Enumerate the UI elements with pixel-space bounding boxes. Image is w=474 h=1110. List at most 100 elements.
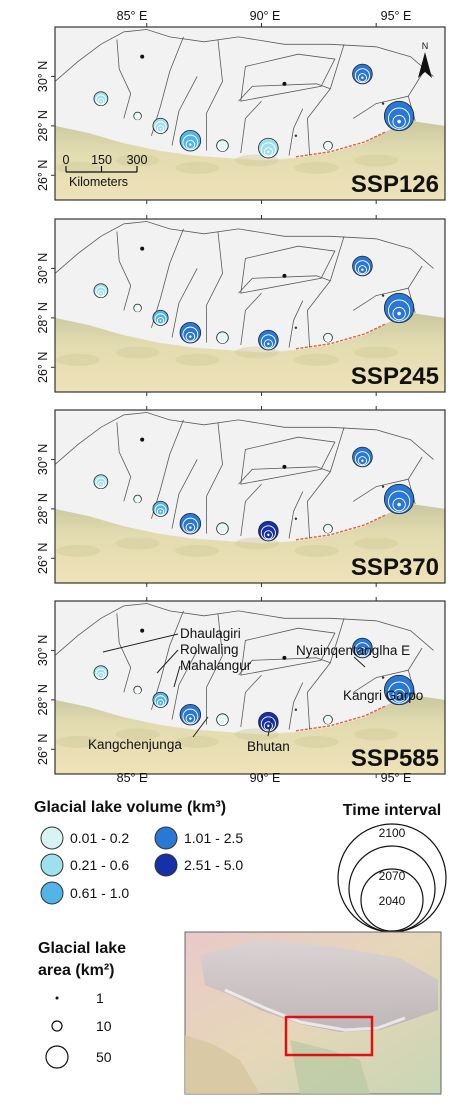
lake-symbol-1 (93, 474, 109, 490)
legend-volume: Glacial lake volume (km³) 0.01 - 0.2 0.21… (34, 799, 243, 905)
svg-text:0.61 - 1.0: 0.61 - 1.0 (70, 885, 129, 901)
lake-symbol-7 (323, 714, 333, 725)
y-tick-ssp370-30: 30° N (36, 444, 50, 475)
panel-label-ssp126: SSP126 (351, 171, 439, 198)
lake-symbol-8 (352, 446, 373, 468)
lake-symbol-7 (323, 332, 333, 343)
x-tick-top-85: 85° E (117, 9, 148, 23)
svg-text:0: 0 (63, 153, 70, 167)
legend-time-title: Time interval (343, 802, 441, 819)
x-tick-95: 95° E (381, 771, 412, 785)
y-tick-ssp245-30: 30° N (36, 253, 50, 284)
x-tick-top-90: 90° E (250, 9, 281, 23)
lake-symbol-6 (258, 329, 279, 351)
lake-symbol-5 (216, 713, 229, 726)
map-panel-ssp585: 26° N 28° N 30° N SSP585 (36, 597, 446, 778)
lake-symbol-8 (352, 637, 373, 659)
inset-map (184, 931, 442, 1095)
lake-symbol-5 (216, 522, 229, 535)
area-symbol-50 (45, 1045, 69, 1069)
lake-symbol-10 (282, 273, 287, 278)
inset-study-area-box (284, 1015, 374, 1057)
panel-label-ssp245: SSP245 (351, 363, 439, 390)
lake-symbol-6 (258, 137, 279, 159)
annotation-kangri-garpo: Kangri Garpo (343, 688, 423, 703)
y-tick-ssp585-28: 28° N (36, 684, 50, 715)
svg-text:N: N (422, 41, 429, 51)
time-label-2100: 2100 (379, 826, 406, 840)
scale-bar: 0 150 300 Kilometers (63, 153, 148, 189)
svg-text:300: 300 (127, 153, 148, 167)
time-label-2040: 2040 (379, 894, 406, 908)
time-ring-2070 (348, 845, 436, 933)
time-ring-2040 (360, 868, 424, 932)
lake-symbol-11 (383, 100, 415, 132)
legend-time: Time interval 2100 2070 2040 (337, 802, 447, 933)
map-panel-ssp245: 26° N 28° N 30° N SSP245 (36, 215, 446, 396)
lake-symbol-2 (133, 494, 142, 504)
annotation-dhaulagiri: Dhaulagiri (180, 626, 241, 641)
legend-area-title-1: Glacial lake (38, 940, 126, 957)
lake-symbol-4 (179, 129, 202, 152)
area-label-1: 1 (96, 990, 104, 1006)
annotation-bhutan: Bhutan (247, 739, 290, 754)
lake-symbol-3 (152, 309, 169, 326)
x-tick-top-95: 95° E (381, 9, 412, 23)
y-tick-ssp126-30: 30° N (36, 61, 50, 92)
lake-symbol-4 (179, 321, 202, 344)
lake-symbol-10 (282, 81, 287, 86)
y-tick-ssp126-28: 28° N (36, 110, 50, 141)
legend-volume-title: Glacial lake volume (km³) (34, 799, 226, 816)
panel-label-ssp370: SSP370 (351, 554, 439, 581)
x-axis-ticks-top: 85° E 90° E 95° E (117, 9, 412, 23)
volume-class-4: 1.01 - 2.5 (154, 826, 243, 850)
x-tick-90: 90° E (250, 771, 281, 785)
lake-symbol-1 (93, 665, 109, 681)
y-tick-ssp245-28: 28° N (36, 302, 50, 333)
panel-label-ssp585: SSP585 (351, 745, 439, 772)
svg-text:Kilometers: Kilometers (69, 175, 128, 189)
volume-class-2: 0.21 - 0.6 (40, 853, 129, 877)
svg-text:2.51 - 5.0: 2.51 - 5.0 (184, 857, 243, 873)
svg-text:150: 150 (91, 153, 112, 167)
area-symbol-10 (51, 1020, 63, 1032)
svg-text:0.21 - 0.6: 0.21 - 0.6 (70, 857, 129, 873)
lake-symbol-5 (216, 139, 229, 152)
lake-symbol-9 (140, 437, 145, 442)
lake-symbol-6 (258, 711, 279, 733)
lake-symbol-10 (282, 655, 287, 660)
map-panel-ssp370: 26° N 28° N 30° N SSP370 (36, 406, 446, 587)
map-panels: 26° N 28° N 30° N SSP126 N 0 150 300 Kilometers 2… (36, 23, 446, 778)
lake-symbol-1 (93, 283, 109, 299)
svg-text:0.01 - 0.2: 0.01 - 0.2 (70, 830, 129, 846)
annotation-kangchenjunga: Kangchenjunga (88, 737, 182, 752)
y-tick-ssp245-26: 26° N (36, 352, 50, 383)
legend-area-title-2: area (km²) (38, 962, 114, 979)
legend-area: Glacial lake area (km²) 1 10 50 (38, 940, 126, 1069)
annotation-rolwaling: Rolwaling (180, 642, 239, 657)
time-label-2070: 2070 (379, 869, 406, 883)
volume-class-5: 2.51 - 5.0 (154, 853, 243, 877)
lake-symbol-4 (179, 703, 202, 726)
region-annotations: Dhaulagiri Rolwaling Mahalangur Kangchen… (88, 626, 423, 754)
x-axis-ticks: 85° E 90° E 95° E (117, 771, 412, 785)
lake-symbol-3 (152, 117, 169, 134)
lake-symbol-3 (152, 691, 169, 708)
volume-class-3: 0.61 - 1.0 (40, 881, 129, 905)
lake-symbol-2 (133, 303, 142, 313)
annotation-mahalangur: Mahalangur (180, 658, 252, 673)
y-tick-ssp370-28: 28° N (36, 493, 50, 524)
svg-text:1.01 - 2.5: 1.01 - 2.5 (184, 830, 243, 846)
lake-symbol-8 (352, 63, 373, 85)
lake-symbol-1 (93, 91, 109, 107)
lake-symbol-9 (140, 54, 145, 59)
area-label-50: 50 (96, 1049, 112, 1065)
area-label-10: 10 (96, 1018, 112, 1034)
lake-symbol-9 (140, 246, 145, 251)
lake-symbol-3 (152, 500, 169, 517)
map-panel-ssp126: 26° N 28° N 30° N SSP126 N 0 150 300 Kilometers (36, 23, 446, 204)
lake-symbol-8 (352, 255, 373, 277)
lake-symbol-2 (133, 685, 142, 695)
annotation-nyainqentanglha: Nyainqentanglha E (296, 643, 410, 658)
